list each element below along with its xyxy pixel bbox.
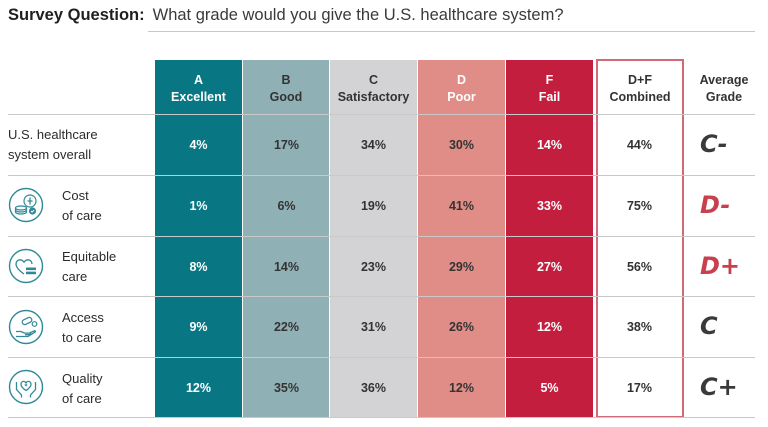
- row-separator: [8, 175, 755, 176]
- cell-quality-c: 36%: [360, 381, 387, 395]
- cell-overall-c: 34%: [360, 138, 387, 152]
- row-label-equitable: Equitable care: [62, 247, 116, 287]
- cell-quality-a: 12%: [185, 381, 212, 395]
- row-label-cost-line2: of care: [62, 208, 102, 223]
- question-underline: [148, 31, 755, 32]
- cell-cost-d: 41%: [448, 199, 475, 213]
- cell-overall-f: 14%: [536, 138, 563, 152]
- row-label-access-line1: Access: [62, 310, 104, 325]
- header-f-label: Fail: [538, 90, 561, 104]
- row-label-overall-line1: U.S. healthcare: [8, 127, 98, 142]
- header-grade-label: Grade: [705, 90, 743, 104]
- grade-cost: D-: [700, 191, 731, 219]
- row-label-access-line2: to care: [62, 330, 102, 345]
- header-df-letter: D+F: [628, 73, 652, 87]
- cell-overall-b: 17%: [273, 138, 300, 152]
- cell-overall-d: 30%: [448, 138, 475, 152]
- row-label-cost: Cost of care: [62, 186, 102, 226]
- row-separator: [8, 296, 755, 297]
- hand-pill-icon: [8, 309, 44, 345]
- header-c-label: Satisfactory: [337, 90, 410, 104]
- header-c: C Satisfactory: [330, 69, 417, 109]
- hands-heart-icon: [8, 369, 44, 405]
- row-label-quality-line1: Quality: [62, 371, 103, 386]
- cell-cost-f: 33%: [536, 199, 563, 213]
- row-label-equitable-line1: Equitable: [62, 249, 117, 264]
- header-d: D Poor: [418, 69, 505, 109]
- row-label-quality-line2: of care: [62, 391, 102, 406]
- cell-access-b: 22%: [273, 320, 300, 334]
- header-average-grade: Average Grade: [688, 69, 760, 109]
- survey-question: Survey Question: What grade would you gi…: [8, 6, 564, 30]
- header-a-label: Excellent: [171, 90, 226, 104]
- header-f: F Fail: [506, 69, 593, 109]
- row-separator: [8, 417, 755, 418]
- cell-access-c: 31%: [360, 320, 387, 334]
- row-label-equitable-line2: care: [62, 269, 88, 284]
- header-b-letter: B: [281, 73, 291, 87]
- cell-quality-df: 17%: [626, 381, 653, 395]
- cell-overall-a: 4%: [189, 138, 208, 152]
- header-a-letter: A: [193, 73, 204, 87]
- header-d-label: Poor: [447, 90, 476, 104]
- header-df: D+F Combined: [596, 69, 684, 109]
- cell-cost-b: 6%: [277, 199, 296, 213]
- cell-overall-df: 44%: [626, 138, 653, 152]
- row-label-cost-line1: Cost: [62, 188, 89, 203]
- cell-equitable-a: 8%: [189, 260, 208, 274]
- grade-access: C: [700, 312, 718, 340]
- header-f-letter: F: [545, 73, 554, 87]
- header-b-label: Good: [269, 90, 303, 104]
- cell-quality-f: 5%: [540, 381, 559, 395]
- cell-equitable-f: 27%: [536, 260, 563, 274]
- grade-overall: C-: [700, 130, 728, 158]
- row-separator: [8, 236, 755, 237]
- row-label-overall: U.S. healthcare system overall: [8, 125, 98, 165]
- cell-cost-a: 1%: [189, 199, 208, 213]
- header-b: B Good: [243, 69, 329, 109]
- cell-cost-df: 75%: [626, 199, 653, 213]
- row-separator: [8, 114, 755, 115]
- cell-equitable-df: 56%: [626, 260, 653, 274]
- cell-access-a: 9%: [189, 320, 208, 334]
- header-a: A Excellent: [155, 69, 242, 109]
- row-label-overall-line2: system overall: [8, 147, 92, 162]
- row-separator: [8, 357, 755, 358]
- cell-equitable-b: 14%: [273, 260, 300, 274]
- column-df-combined-frame: [596, 59, 684, 418]
- header-c-letter: C: [368, 73, 379, 87]
- cell-access-d: 26%: [448, 320, 475, 334]
- survey-question-text: What grade would you give the U.S. healt…: [152, 6, 564, 24]
- cell-cost-c: 19%: [360, 199, 387, 213]
- header-average-label: Average: [699, 73, 749, 87]
- equity-heart-icon: [8, 248, 44, 284]
- cell-quality-b: 35%: [273, 381, 300, 395]
- header-df-label: Combined: [609, 90, 671, 104]
- header-d-letter: D: [456, 73, 467, 87]
- grade-equitable: D+: [700, 252, 741, 280]
- cell-access-f: 12%: [536, 320, 563, 334]
- row-label-access: Access to care: [62, 308, 104, 348]
- cell-equitable-c: 23%: [360, 260, 387, 274]
- row-label-quality: Quality of care: [62, 369, 102, 409]
- cell-quality-d: 12%: [448, 381, 475, 395]
- money-icon: [8, 187, 44, 223]
- cell-access-df: 38%: [626, 320, 653, 334]
- grade-quality: C+: [700, 373, 738, 401]
- cell-equitable-d: 29%: [448, 260, 475, 274]
- survey-question-label: Survey Question:: [8, 6, 145, 24]
